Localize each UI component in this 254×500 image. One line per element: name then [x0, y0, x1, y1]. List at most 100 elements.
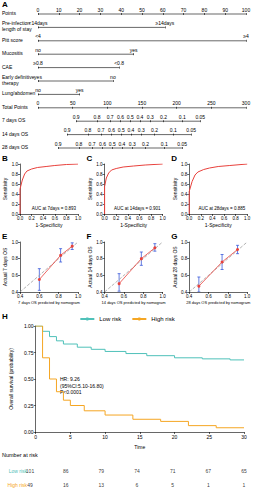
svg-text:71: 71 — [170, 468, 176, 474]
svg-text:0.4: 0.4 — [209, 216, 216, 221]
svg-text:74: 74 — [134, 468, 140, 474]
svg-text:0.2: 0.2 — [12, 202, 19, 207]
svg-text:0.2: 0.2 — [160, 114, 167, 120]
svg-text:80: 80 — [202, 7, 208, 13]
svg-text:100: 100 — [242, 7, 251, 13]
svg-text:0.5: 0.5 — [109, 141, 116, 147]
svg-text:0.2: 0.2 — [96, 202, 103, 207]
svg-text:Actual 7 days OS: Actual 7 days OS — [2, 247, 8, 286]
svg-text:no: no — [110, 74, 116, 80]
svg-text:G: G — [171, 232, 177, 241]
svg-text:F: F — [87, 232, 92, 241]
svg-text:<14days: <14days — [28, 20, 48, 26]
svg-text:0.2: 0.2 — [181, 202, 188, 207]
svg-text:0.05: 0.05 — [195, 114, 205, 120]
svg-text:0.00: 0.00 — [24, 429, 34, 435]
svg-text:0.8: 0.8 — [140, 294, 147, 299]
svg-text:5: 5 — [69, 434, 72, 440]
svg-text:67: 67 — [206, 468, 212, 474]
svg-text:0.2: 0.2 — [28, 216, 35, 221]
svg-text:16: 16 — [63, 482, 69, 488]
svg-text:Sensitivity: Sensitivity — [87, 177, 93, 200]
svg-text:0.3: 0.3 — [138, 127, 145, 133]
svg-text:0.8: 0.8 — [12, 256, 19, 261]
svg-text:90: 90 — [222, 7, 228, 13]
svg-text:Number at risk: Number at risk — [2, 452, 38, 458]
svg-text:20: 20 — [172, 434, 178, 440]
svg-text:Actual 28 days OS: Actual 28 days OS — [172, 246, 178, 288]
svg-text:(95%CI:5.10-16.80): (95%CI:5.10-16.80) — [60, 383, 104, 389]
svg-text:7 days OS predicted by nomogra: 7 days OS predicted by nomogram — [18, 300, 80, 305]
svg-text:Actual 14 days OS: Actual 14 days OS — [87, 246, 93, 288]
svg-text:0.8: 0.8 — [12, 172, 19, 177]
svg-text:15: 15 — [137, 434, 143, 440]
svg-text:0.6: 0.6 — [99, 141, 106, 147]
svg-text:0.4: 0.4 — [186, 294, 193, 299]
svg-text:Total Points: Total Points — [2, 104, 28, 110]
svg-text:0.6: 0.6 — [136, 216, 143, 221]
svg-text:65: 65 — [241, 468, 247, 474]
svg-text:0.2: 0.2 — [198, 216, 205, 221]
svg-text:Lung/abdomen: Lung/abdomen — [2, 90, 36, 96]
svg-text:5: 5 — [171, 482, 174, 488]
svg-text:0.2: 0.2 — [151, 127, 158, 133]
svg-text:1.0: 1.0 — [159, 216, 166, 221]
svg-text:High risk: High risk — [8, 482, 28, 488]
svg-text:1.00: 1.00 — [24, 323, 34, 329]
svg-text:0.8: 0.8 — [56, 294, 63, 299]
svg-text:14 days OS predicted by nomogr: 14 days OS predicted by nomogram — [102, 300, 167, 305]
svg-text:49: 49 — [27, 482, 33, 488]
svg-text:B: B — [2, 154, 8, 163]
svg-text:0.4: 0.4 — [17, 294, 24, 299]
svg-text:0.6: 0.6 — [181, 182, 188, 187]
svg-text:0.5: 0.5 — [118, 127, 125, 133]
svg-text:<4: <4 — [35, 33, 41, 39]
svg-text:0.4: 0.4 — [12, 192, 19, 197]
svg-text:14 days OS: 14 days OS — [2, 131, 29, 137]
svg-text:1.0: 1.0 — [244, 216, 251, 221]
svg-text:A: A — [2, 0, 8, 9]
svg-text:30: 30 — [98, 7, 104, 13]
svg-text:50: 50 — [139, 7, 145, 13]
svg-text:0.1: 0.1 — [179, 114, 186, 120]
svg-text:20: 20 — [77, 7, 83, 13]
svg-text:1.0: 1.0 — [159, 294, 166, 299]
svg-text:0.6: 0.6 — [205, 294, 212, 299]
svg-text:0.4: 0.4 — [181, 192, 188, 197]
svg-text:0.6: 0.6 — [36, 294, 43, 299]
svg-text:≥4: ≥4 — [243, 33, 249, 39]
svg-text:13: 13 — [99, 482, 105, 488]
svg-text:Sensitivity: Sensitivity — [172, 177, 178, 200]
svg-text:0.6: 0.6 — [221, 216, 228, 221]
svg-text:1-Specificity: 1-Specificity — [120, 222, 147, 228]
svg-text:C: C — [87, 154, 93, 163]
svg-text:1.0: 1.0 — [96, 162, 103, 167]
svg-text:6: 6 — [136, 482, 139, 488]
svg-text:0.2: 0.2 — [142, 141, 149, 147]
svg-text:Low risk: Low risk — [99, 316, 122, 322]
svg-text:0.4: 0.4 — [118, 141, 125, 147]
svg-text:Low risk: Low risk — [9, 468, 28, 474]
svg-text:0.9: 0.9 — [64, 127, 71, 133]
svg-text:0: 0 — [34, 434, 37, 440]
svg-text:Sensitivity: Sensitivity — [2, 177, 8, 200]
svg-text:0.8: 0.8 — [84, 127, 91, 133]
svg-text:0.6: 0.6 — [117, 114, 124, 120]
svg-text:0.6: 0.6 — [12, 182, 19, 187]
svg-text:10: 10 — [56, 7, 62, 13]
svg-text:86: 86 — [63, 468, 69, 474]
svg-text:0.8: 0.8 — [96, 172, 103, 177]
svg-text:25: 25 — [206, 434, 212, 440]
svg-text:0.4: 0.4 — [125, 216, 132, 221]
svg-text:0.6: 0.6 — [108, 127, 115, 133]
svg-text:≥0.8: ≥0.8 — [33, 60, 43, 66]
svg-text:Pitt score: Pitt score — [2, 37, 23, 43]
svg-text:Time: Time — [134, 444, 145, 450]
svg-text:no: no — [35, 87, 41, 93]
svg-text:HR: 9.26: HR: 9.26 — [60, 376, 80, 382]
svg-text:0.50: 0.50 — [24, 376, 34, 382]
svg-text:0.9: 0.9 — [55, 141, 62, 147]
svg-text:length of stay: length of stay — [2, 26, 32, 32]
svg-text:0.8: 0.8 — [75, 141, 82, 147]
svg-text:28 days OS predicted by nomogr: 28 days OS predicted by nomogram — [186, 300, 251, 305]
